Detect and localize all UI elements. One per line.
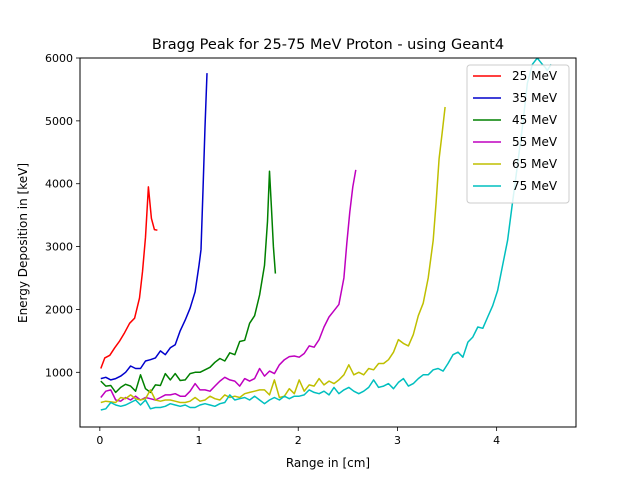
- legend-label: 55 MeV: [512, 135, 558, 149]
- series-layer: [100, 58, 552, 411]
- series-line-6: [100, 58, 552, 411]
- y-tick-label: 4000: [45, 178, 73, 191]
- y-tick-label: 6000: [45, 52, 73, 65]
- y-tick-label: 2000: [45, 303, 73, 316]
- chart-legend: 25 MeV 35 MeV 45 MeV 55 MeV 65 MeV 75 MeV: [466, 64, 570, 204]
- x-tick-label: 3: [394, 434, 401, 447]
- y-axis-label: Energy Deposition in [keV]: [16, 163, 30, 323]
- legend-label: 65 MeV: [512, 157, 558, 171]
- x-tick-label: 2: [295, 434, 302, 447]
- series-line-2: [100, 73, 208, 381]
- y-tick-label: 5000: [45, 115, 73, 128]
- legend-label: 45 MeV: [512, 113, 558, 127]
- x-tick-label: 0: [96, 434, 103, 447]
- y-axis-ticks: 1000 2000 3000 4000 5000 6000: [45, 52, 80, 379]
- plot-frame: [79, 57, 577, 428]
- x-tick-label: 4: [493, 434, 500, 447]
- legend-label: 75 MeV: [512, 179, 558, 193]
- y-tick-label: 3000: [45, 241, 73, 254]
- chart-title: Bragg Peak for 25-75 MeV Proton - using …: [152, 37, 504, 53]
- x-tick-label: 1: [196, 434, 203, 447]
- x-axis-ticks: 0 1 2 3 4: [96, 427, 500, 447]
- series-line-4: [100, 169, 357, 402]
- series-line-5: [100, 106, 446, 404]
- series-line-3: [100, 170, 277, 394]
- x-axis-label: Range in [cm]: [286, 456, 370, 470]
- legend-label: 35 MeV: [512, 91, 558, 105]
- series-line-1: [100, 186, 158, 369]
- legend-label: 25 MeV: [512, 69, 558, 83]
- legend-box: [466, 64, 570, 204]
- y-tick-label: 1000: [45, 366, 73, 379]
